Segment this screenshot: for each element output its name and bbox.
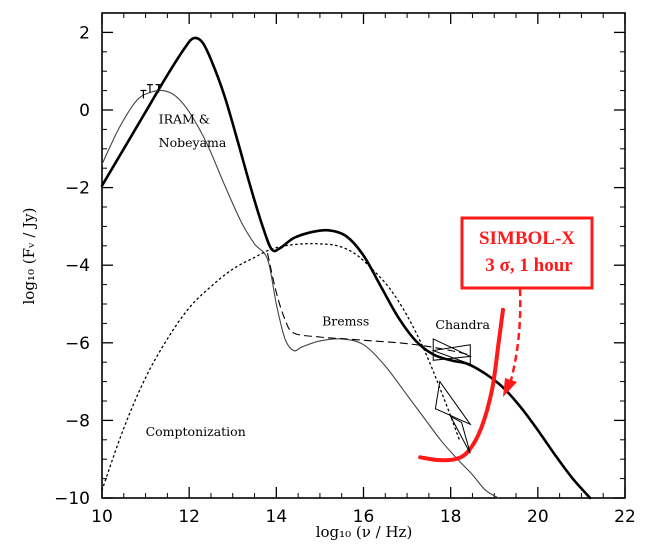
comptonization-line — [101, 242, 461, 491]
annotation-label: Nobeyama — [159, 135, 227, 150]
annotation-label: Comptonization — [146, 424, 246, 439]
simbol-arrow-head — [503, 378, 517, 397]
x-tick-label: 14 — [266, 507, 288, 527]
chandra-bowtie-2b — [449, 415, 471, 454]
annotation-label: Chandra — [435, 317, 490, 332]
simbol-label-line1: SIMBOL-X — [479, 228, 575, 249]
model-sed-line — [101, 89, 500, 499]
simbol-x-sensitivity-line — [418, 307, 505, 463]
series-layer — [100, 36, 592, 500]
simbol-box — [460, 216, 594, 290]
bremss-line — [267, 253, 469, 355]
simbol-arrow-line — [508, 288, 522, 385]
chandra-bowtie-1b — [431, 344, 471, 365]
x-tick-label: 22 — [614, 507, 636, 527]
y-tick-label: −8 — [65, 411, 90, 431]
y-tick-label: 2 — [79, 23, 90, 43]
total-sed-line — [100, 36, 592, 500]
x-tick-label: 10 — [91, 507, 113, 527]
y-axis-title: log₁₀ (Fᵥ / Jy) — [20, 207, 38, 304]
y-tick-label: −6 — [65, 334, 90, 354]
annotation-label: Bremss — [322, 313, 369, 328]
annotation-label: IRAM & — [159, 112, 210, 127]
y-tick-label: −4 — [65, 256, 90, 276]
x-tick-label: 20 — [527, 507, 549, 527]
data-markers — [140, 84, 473, 454]
simbol-label-line2: 3 σ, 1 hour — [485, 255, 573, 276]
x-axis-title: log₁₀ (ν / Hz) — [316, 523, 413, 541]
chandra-bowtie-2 — [434, 380, 472, 426]
x-tick-label: 16 — [353, 507, 375, 527]
y-tick-label: 0 — [79, 101, 90, 121]
y-tick-label: −10 — [54, 489, 90, 509]
y-tick-label: −2 — [65, 179, 90, 199]
annotations: IRAM & Nobeyama Bremss Chandra Comptonizatio… — [146, 112, 491, 439]
x-tick-label: 12 — [178, 507, 200, 527]
x-tick-label: 18 — [440, 507, 462, 527]
